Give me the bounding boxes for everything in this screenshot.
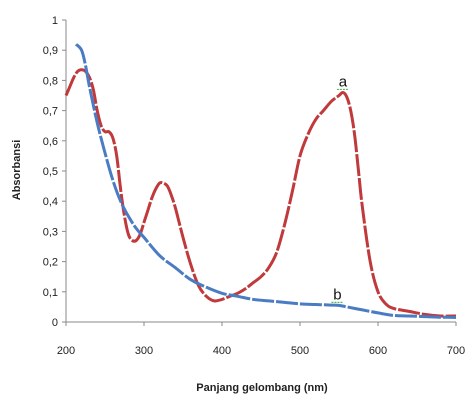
y-tick-label: 0,3	[43, 226, 58, 238]
y-tick-label: 0,4	[43, 196, 58, 208]
y-axis-title: Absorbansi	[11, 140, 23, 201]
y-tick-label: 1	[52, 15, 58, 27]
y-tick-label: 0,2	[43, 257, 58, 269]
x-tick-labels: 200 300 400 500 600 700	[57, 345, 465, 357]
y-tick-label: 0,1	[43, 287, 58, 299]
curve-label-a: a	[339, 73, 348, 90]
y-tick-label: 0,7	[43, 106, 58, 118]
series-a-line	[64, 68, 457, 318]
y-tick-labels: 0 0,1 0,2 0,3 0,4 0,5 0,6 0,7 0,8 0,9 1	[43, 15, 58, 329]
y-tick-label: 0,6	[43, 136, 58, 148]
y-tick-label: 0,9	[43, 45, 58, 57]
y-tick-label: 0,5	[43, 166, 58, 178]
x-tick-label: 500	[291, 345, 309, 357]
y-tick-label: 0	[52, 317, 58, 329]
x-tick-label: 200	[57, 345, 75, 357]
y-tick-label: 0,8	[43, 75, 58, 87]
x-tick-label: 300	[135, 345, 153, 357]
series-group	[64, 43, 457, 319]
curve-label-b: b	[333, 286, 341, 303]
series-b-line	[74, 43, 457, 319]
x-tick-label: 700	[447, 345, 465, 357]
x-axis-title: Panjang gelombang (nm)	[196, 382, 328, 394]
x-tick-label: 600	[369, 345, 387, 357]
x-tick-label: 400	[213, 345, 231, 357]
axes	[62, 19, 457, 326]
curve-annotations: ab	[331, 73, 349, 303]
